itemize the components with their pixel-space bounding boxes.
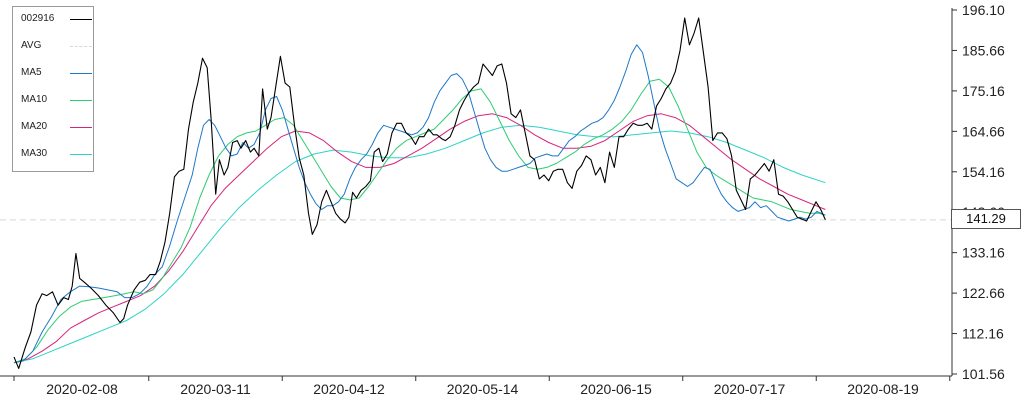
y-axis-ticks: 196.10185.66175.16164.66154.16143.66133.… [952, 2, 1005, 382]
legend-swatch-ma30 [70, 154, 92, 155]
series-line-ma30 [13, 124, 826, 364]
y-tick-label: 101.56 [962, 366, 1005, 382]
last-price-tag: 141.29 [951, 209, 1021, 229]
series-line-002916 [13, 17, 826, 369]
x-tick-label: 2020-03-11 [180, 381, 251, 397]
legend-item-002916[interactable]: 002916 [13, 11, 93, 27]
series-line-ma5 [13, 44, 826, 364]
x-tick-label: 2020-07-17 [714, 381, 786, 397]
y-tick-label: 133.16 [962, 245, 1005, 261]
legend-label-ma20: MA20 [21, 121, 48, 132]
x-axis-ticks: 2020-02-08 2020-03-11 2020-04-12 2020-05-14… [13, 376, 951, 397]
legend-swatch-ma5 [70, 73, 92, 74]
x-tick-label: 2020-06-15 [580, 381, 652, 397]
legend-item-avg[interactable]: AVG [13, 38, 93, 54]
y-tick-label: 196.10 [962, 2, 1005, 18]
legend-label-avg: AVG [21, 40, 42, 51]
legend-item-ma10[interactable]: MA10 [13, 92, 93, 108]
series-line-ma20 [13, 113, 826, 364]
y-tick-label: 164.66 [962, 123, 1005, 139]
y-tick-label: 175.16 [962, 83, 1005, 99]
series-line-ma10 [13, 78, 826, 364]
legend-swatch-ma10 [70, 100, 92, 101]
y-tick-label: 112.16 [962, 326, 1004, 342]
legend-swatch-ma20 [70, 127, 92, 128]
legend-label-ma30: MA30 [21, 148, 48, 159]
x-tick-label: 2020-08-19 [847, 381, 919, 397]
legend-item-ma5[interactable]: MA5 [13, 65, 93, 81]
x-tick-label: 2020-02-08 [46, 381, 118, 397]
legend-item-ma20[interactable]: MA20 [13, 119, 93, 135]
legend-swatch-002916 [70, 19, 92, 20]
series-layer [13, 17, 826, 369]
legend-swatch-avg [70, 46, 92, 47]
legend-box: 002916 AVG MA5 MA10 MA20 MA30 [12, 6, 94, 172]
legend-label-ma10: MA10 [21, 94, 48, 105]
x-tick-label: 2020-05-14 [447, 381, 519, 397]
legend-item-ma30[interactable]: MA30 [13, 146, 93, 162]
legend-label-002916: 002916 [21, 13, 55, 24]
y-tick-label: 185.66 [962, 42, 1005, 58]
y-tick-label: 122.66 [962, 285, 1005, 301]
y-tick-label: 154.16 [962, 164, 1005, 180]
legend-label-ma5: MA5 [21, 67, 42, 78]
x-tick-label: 2020-04-12 [313, 381, 385, 397]
